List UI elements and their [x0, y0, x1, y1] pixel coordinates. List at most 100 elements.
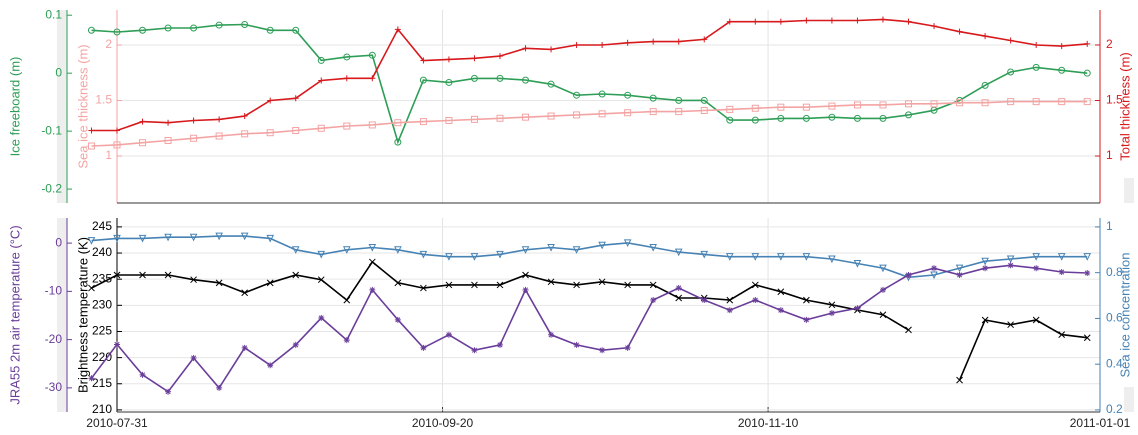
- marker: [803, 17, 810, 24]
- marker: [573, 41, 580, 48]
- marker: [1058, 98, 1066, 106]
- y-tick-label: 1: [1106, 148, 1113, 162]
- y-tick-label: 1: [1106, 219, 1113, 233]
- marker: [623, 239, 632, 248]
- marker: [624, 39, 631, 46]
- marker: [190, 117, 197, 124]
- y-tick-label: 240: [92, 245, 112, 259]
- marker: [777, 103, 785, 111]
- marker: [87, 237, 96, 245]
- marker: [521, 246, 530, 254]
- marker: [266, 234, 275, 243]
- y-tick-label: 235: [92, 271, 112, 285]
- marker: [956, 28, 963, 35]
- y-axis-title: Brightness temperature (K): [75, 237, 90, 393]
- marker: [471, 347, 478, 354]
- y-tick-label: 0.4: [1106, 356, 1123, 370]
- marker: [828, 113, 836, 121]
- marker: [547, 112, 555, 120]
- marker: [445, 78, 453, 86]
- series-line: [91, 235, 1088, 279]
- marker: [317, 250, 326, 259]
- marker: [905, 271, 912, 278]
- series-line: [90, 264, 1088, 393]
- marker: [981, 316, 989, 324]
- series-line: [91, 100, 1088, 147]
- marker: [982, 265, 989, 272]
- marker: [1006, 255, 1015, 264]
- marker: [650, 297, 657, 304]
- marker: [1083, 253, 1092, 261]
- y-axis-title: Sea ice concentration: [1117, 252, 1132, 377]
- y-tick-label: -0.1: [41, 123, 62, 137]
- marker: [368, 51, 376, 59]
- y-tick-label: 245: [92, 219, 112, 233]
- marker: [1032, 63, 1040, 71]
- marker: [879, 311, 887, 319]
- marker: [624, 109, 632, 117]
- marker: [624, 344, 631, 351]
- marker: [164, 233, 172, 242]
- marker: [394, 26, 401, 33]
- marker: [598, 278, 606, 286]
- y-tick-label: 220: [92, 350, 112, 364]
- marker: [419, 76, 427, 84]
- marker: [241, 113, 248, 120]
- marker: [777, 307, 784, 314]
- marker: [649, 108, 657, 116]
- y-tick-label: -0.2: [41, 181, 62, 195]
- marker: [1032, 316, 1040, 324]
- marker: [394, 316, 401, 323]
- marker: [522, 45, 529, 52]
- marker: [139, 118, 146, 125]
- marker: [420, 57, 427, 64]
- marker: [88, 375, 95, 382]
- y-tick-label: 230: [92, 297, 112, 311]
- y-tick-label: 225: [92, 324, 112, 338]
- y-axis-title: Sea ice thickness (m): [75, 44, 90, 168]
- marker: [1058, 331, 1066, 338]
- y-tick-label: -10: [45, 284, 63, 298]
- marker: [1058, 43, 1065, 50]
- marker: [573, 341, 580, 348]
- marker: [700, 106, 708, 114]
- marker: [751, 104, 759, 112]
- marker: [828, 17, 835, 24]
- marker: [114, 127, 120, 134]
- marker: [445, 331, 452, 338]
- axis-strip: [57, 10, 67, 203]
- marker: [777, 18, 784, 25]
- marker: [828, 102, 836, 110]
- marker: [650, 38, 657, 45]
- marker: [113, 141, 121, 149]
- marker: [88, 127, 95, 134]
- marker: [701, 36, 708, 43]
- marker: [470, 115, 478, 123]
- y-tick-label: 0.6: [1106, 311, 1123, 325]
- marker: [445, 281, 453, 289]
- marker: [751, 253, 760, 261]
- marker: [725, 253, 734, 261]
- marker: [139, 26, 147, 34]
- marker: [240, 232, 249, 241]
- marker: [522, 113, 530, 121]
- marker: [675, 108, 683, 116]
- marker: [114, 341, 120, 348]
- marker: [190, 24, 198, 32]
- marker: [113, 234, 121, 243]
- y-tick-label: 0.2: [1106, 402, 1123, 416]
- marker: [573, 91, 581, 99]
- marker: [420, 284, 427, 292]
- marker: [853, 260, 862, 268]
- marker: [547, 278, 555, 286]
- x-tick-label: 2010-07-31: [86, 416, 148, 430]
- marker: [905, 326, 912, 334]
- marker: [342, 246, 351, 254]
- y-tick-label: 1: [105, 148, 112, 162]
- marker: [164, 24, 172, 32]
- marker: [675, 294, 683, 302]
- marker: [470, 74, 478, 82]
- marker: [139, 271, 146, 279]
- y-tick-label: -20: [45, 332, 63, 346]
- marker: [1032, 98, 1040, 106]
